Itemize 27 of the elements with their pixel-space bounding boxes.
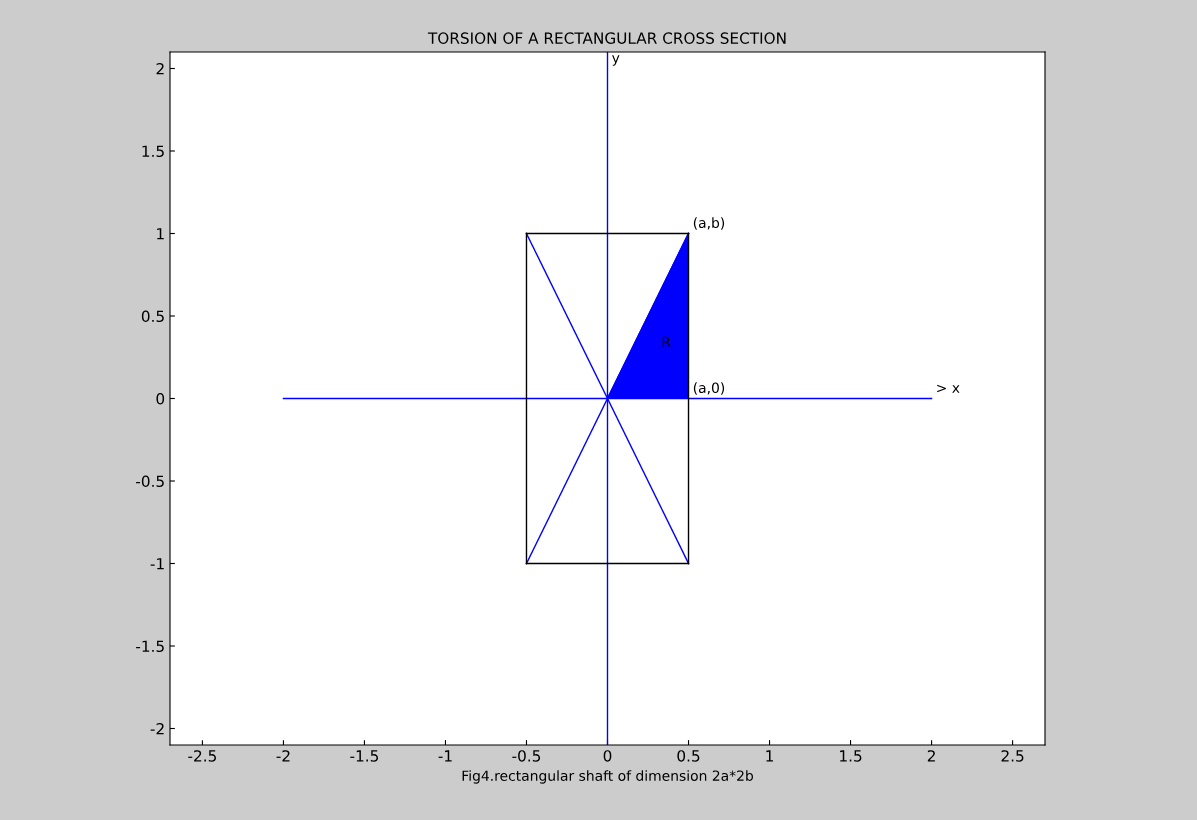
y-tick-label: -0.5 [136,475,164,488]
x-tick-label: 0.5 [677,750,700,762]
annotation: (a,b) [693,217,725,230]
y-tick-label: -2 [150,722,164,735]
y-tick-label: 2 [156,62,164,75]
annotation: R [662,336,671,347]
x-tick-label: 1 [766,750,773,762]
x-tick-label: -2.5 [188,750,216,762]
y-tick-label: 0.5 [141,310,164,323]
x-tick-label: -1.5 [350,750,379,762]
y-tick-label: 1.5 [142,145,164,158]
y-tick-label: 0 [156,392,165,405]
y-tick-label: 1 [157,228,164,240]
x-tick-label: 0 [603,750,612,762]
x-tick-label: -1 [438,750,452,762]
x-axis-title: Fig4.rectangular shaft of dimension 2a*2b [462,770,754,784]
y-tick-label: -1 [150,558,164,570]
x-tick-label: 2 [927,750,935,762]
x-tick-label: -0.5 [512,750,541,762]
chart-title: TORSION OF A RECTANGULAR CROSS SECTION [427,32,786,44]
x-tick-label: -2 [276,750,290,762]
annotation: (a,0) [693,382,725,395]
annotation: y [612,55,620,66]
x-tick-label: 2.5 [1001,750,1024,762]
annotation: > x [937,384,960,393]
x-tick-label: 1.5 [840,750,862,762]
y-tick-label: -1.5 [136,640,164,653]
